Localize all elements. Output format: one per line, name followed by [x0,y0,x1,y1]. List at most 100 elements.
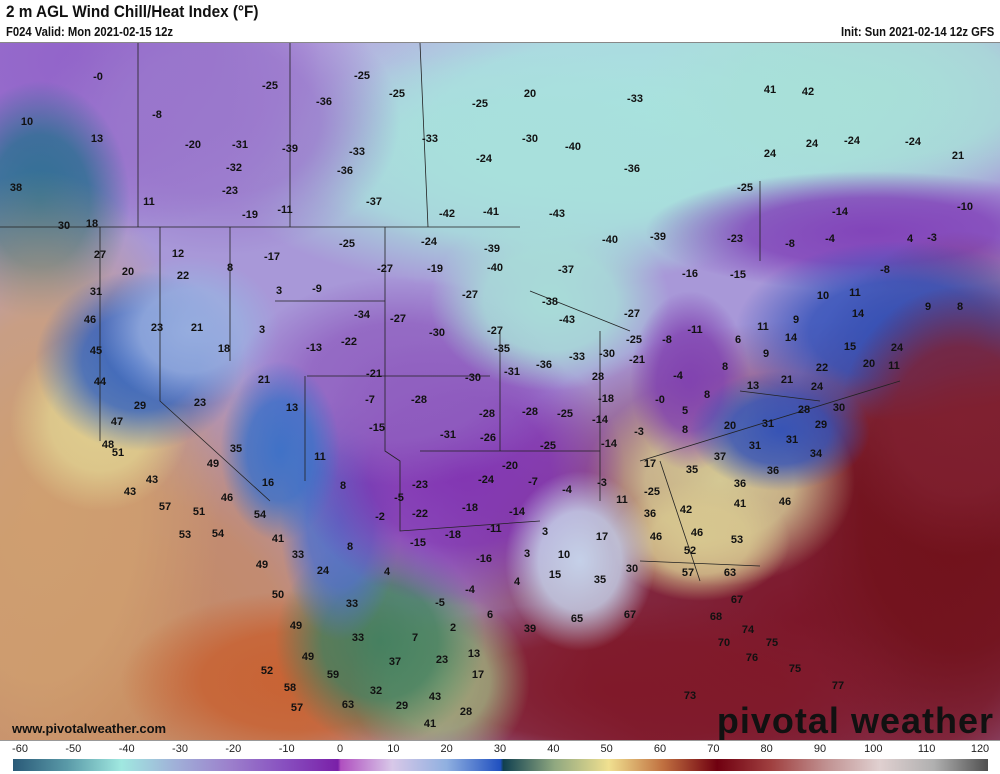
temperature-label: -40 [602,234,618,246]
weather-map[interactable]: -0 10 13 -8 -20 -31 -32 -23 -39 -25 -25 -36 -25 -25 20… [0,42,1000,741]
temperature-label: -34 [354,309,371,321]
temperature-label: 24 [806,138,819,150]
temperature-label: 41 [272,533,284,545]
colorbar-tick: 110 [917,743,936,755]
temperature-label: 10 [817,290,829,302]
temperature-label: 57 [291,702,303,714]
temperature-label: -16 [682,268,698,280]
temperature-label: 43 [429,691,441,703]
temperature-label: 34 [810,448,823,460]
temperature-label: 9 [925,301,931,313]
temperature-label: 8 [682,424,688,436]
colorbar-gradient [13,759,988,771]
temperature-label: -15 [369,422,385,434]
temperature-label: 41 [734,498,746,510]
temperature-label: 38 [10,182,22,194]
temperature-label: -36 [536,359,552,371]
temperature-label: 42 [802,86,814,98]
temperature-label: 39 [524,623,536,635]
temperature-label: -19 [427,263,443,275]
website-url[interactable]: www.pivotalweather.com [12,721,167,736]
init-time: Init: Sun 2021-02-14 12z GFS [840,25,994,39]
temperature-label: 8 [347,541,353,553]
temperature-label: 36 [734,478,746,490]
temperature-label: -4 [465,584,476,596]
temperature-label: 75 [766,637,778,649]
temperature-label: -23 [412,479,428,491]
temperature-label: 8 [227,262,233,274]
temperature-label: -37 [558,264,574,276]
temperature-label: 35 [594,574,606,586]
temperature-label: 21 [952,150,964,162]
colorbar-tick: -60 [12,743,28,755]
temperature-label: -30 [599,348,615,360]
colorbar-tick: 70 [707,743,720,755]
temperature-label: -40 [487,262,503,274]
colorbar-tick: -40 [118,743,135,755]
temperature-label: -20 [502,460,518,472]
temperature-label: -25 [354,70,370,82]
temperature-label: -24 [905,136,922,148]
temperature-label: 67 [624,609,636,621]
temperature-label: -18 [462,502,478,514]
temperature-label: 3 [524,548,530,560]
temperature-label: 73 [684,690,696,702]
temperature-label: -25 [644,486,660,498]
temperature-label: 47 [111,416,123,428]
temperature-label: 49 [256,559,268,571]
temperature-label: 14 [852,308,865,320]
temperature-label: -35 [494,343,510,355]
temperature-label: -28 [411,394,427,406]
temperature-label: -14 [832,206,849,218]
color-field [0,43,1000,741]
temperature-label: 76 [746,652,758,664]
temperature-label: -27 [624,308,640,320]
temperature-label: -8 [880,264,890,276]
temperature-label: -25 [339,238,355,250]
temperature-label: 3 [259,324,265,336]
temperature-label: -30 [465,372,481,384]
temperature-label: -25 [472,98,488,110]
temperature-label: 30 [833,402,845,414]
temperature-label: 63 [724,567,736,579]
temperature-label: 15 [844,341,856,353]
temperature-label: 20 [863,358,875,370]
temperature-label: -30 [429,327,445,339]
temperature-label: 36 [644,508,656,520]
temperature-label: -28 [522,406,538,418]
temperature-label: 37 [714,451,726,463]
temperature-label: 23 [436,654,448,666]
temperature-label: 15 [549,569,561,581]
temperature-label: -27 [487,325,503,337]
temperature-label: -28 [479,408,495,420]
temperature-label: 33 [292,549,304,561]
temperature-label: 13 [91,133,103,145]
temperature-label: -11 [687,324,702,336]
temperature-label: 4 [907,233,914,245]
temperature-label: 49 [207,458,219,470]
temperature-label: 17 [596,531,608,543]
temperature-label: -19 [242,209,258,221]
temperature-label: -0 [93,71,103,83]
temperature-label: -42 [439,208,455,220]
temperature-label: -31 [440,429,456,441]
colorbar-tick: 90 [813,743,827,755]
temperature-label: 35 [230,443,242,455]
temperature-label: 24 [811,381,824,393]
temperature-label: -23 [222,185,238,197]
temperature-label: -43 [549,208,565,220]
colorbar-tick: 100 [864,743,883,755]
temperature-label: -43 [559,314,575,326]
temperature-label: 33 [346,598,358,610]
temperature-label: -24 [476,153,493,165]
colorbar-tick: -10 [278,743,295,755]
temperature-label: 68 [710,611,722,623]
temperature-label: -3 [634,426,644,438]
temperature-label: -5 [435,597,445,609]
temperature-label: 22 [177,270,189,282]
temperature-label: 4 [514,576,521,588]
colorbar-tick: 30 [493,743,507,755]
temperature-label: -0 [655,394,665,406]
